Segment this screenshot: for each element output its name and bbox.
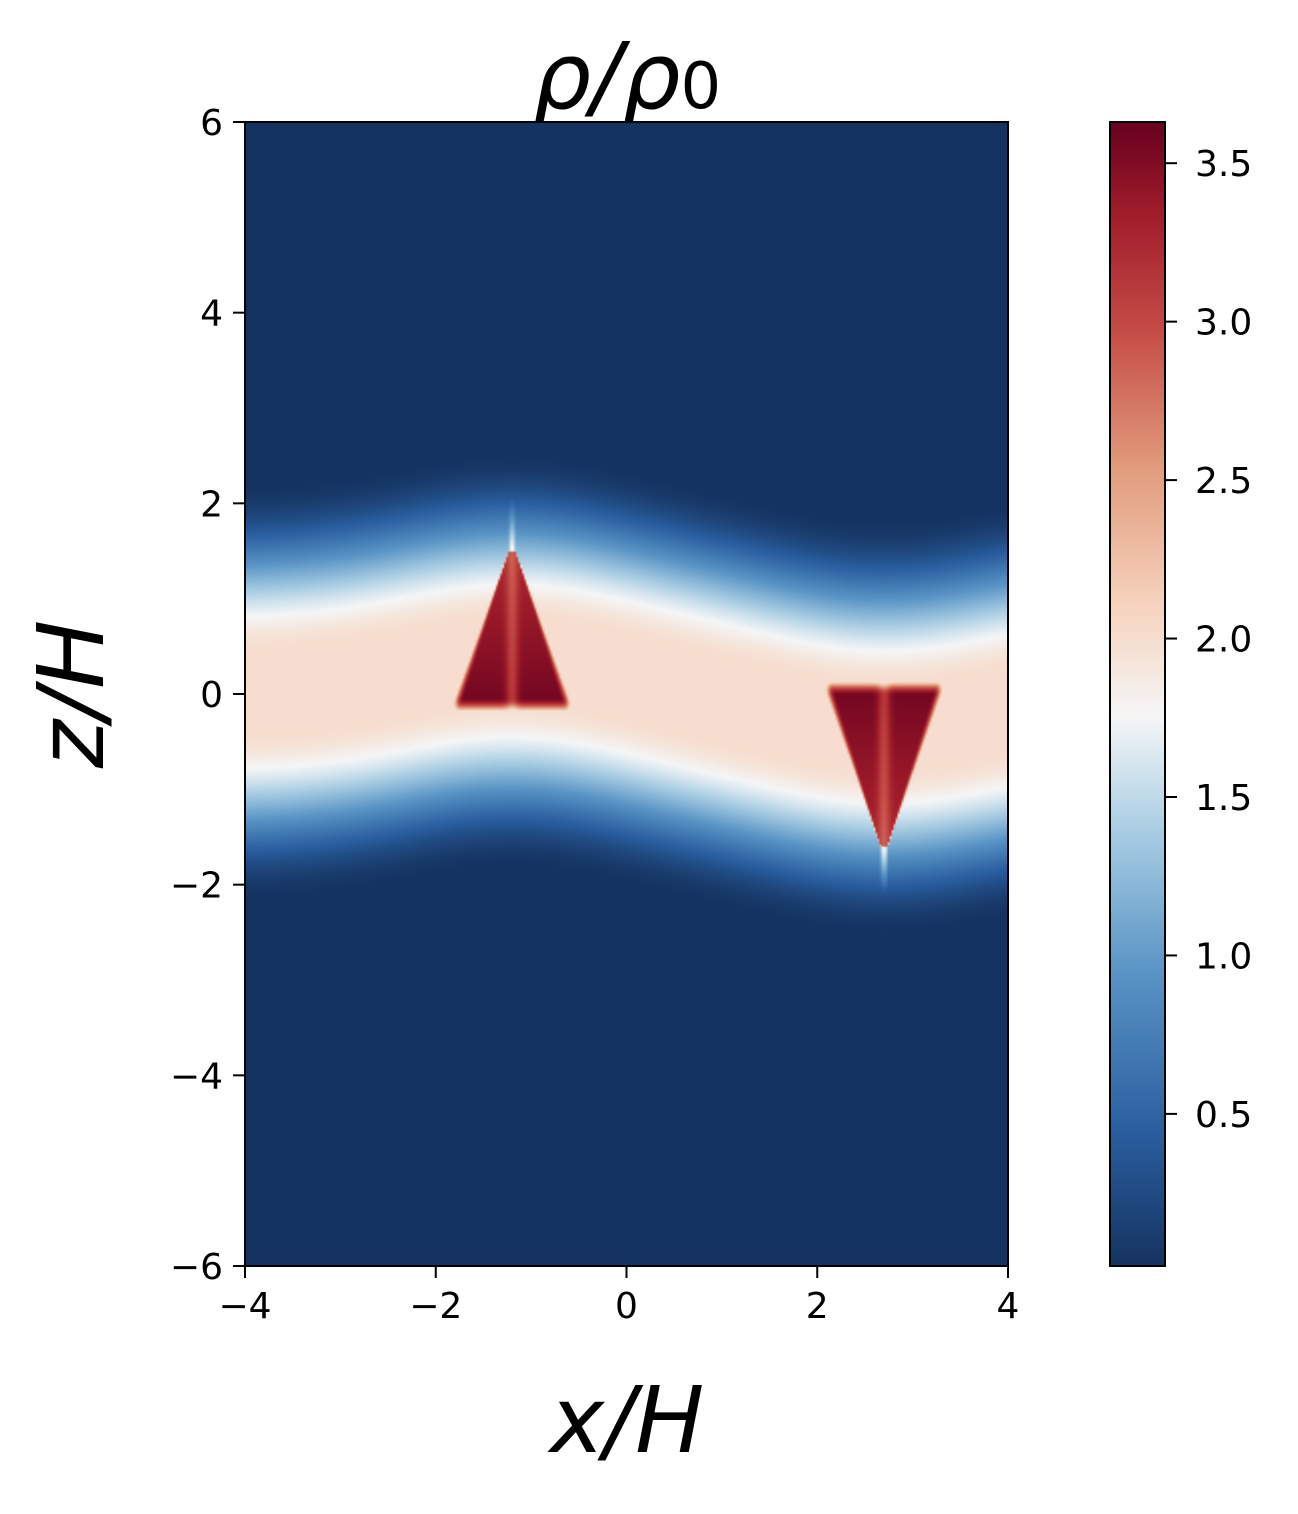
- x-tick-label: −2: [409, 1286, 462, 1327]
- chart-title-main: ρ/ρ: [533, 23, 681, 130]
- chart-title-subscript: 0: [681, 50, 722, 124]
- y-tick-label: 4: [200, 294, 223, 335]
- colorbar-tick-label: 3.5: [1195, 144, 1252, 185]
- colorbar-tick-label: 0.5: [1195, 1095, 1252, 1136]
- y-tick-label: −4: [170, 1056, 223, 1097]
- y-tick-label: 0: [200, 675, 223, 716]
- colorbar-tick-label: 1.5: [1195, 778, 1252, 819]
- x-tick-label: 0: [615, 1286, 638, 1327]
- colorbar-tick-label: 2.0: [1195, 620, 1252, 661]
- density-heatmap: [245, 122, 1008, 1266]
- colorbar-ticks: 0.5 1.0 1.5 2.0 2.5 3.0 3.5: [1165, 144, 1252, 1136]
- y-axis-title: z/H: [18, 620, 125, 769]
- y-tick-label: 6: [200, 103, 223, 144]
- x-axis-ticks: −4 −2 0 2 4: [218, 1266, 1019, 1327]
- colorbar-tick-label: 1.0: [1195, 936, 1252, 977]
- y-tick-label: −6: [170, 1247, 223, 1288]
- colorbar-tick-label: 3.0: [1195, 303, 1252, 344]
- y-axis-ticks: −6 −4 −2 0 2 4 6: [170, 103, 245, 1288]
- x-tick-label: 2: [806, 1286, 829, 1327]
- colorbar-tick-label: 2.5: [1195, 461, 1252, 502]
- chart-title: ρ/ρ0: [533, 23, 722, 130]
- x-axis-title: x/H: [547, 1367, 705, 1474]
- colorbar: [1109, 121, 1166, 1267]
- x-tick-label: −4: [218, 1286, 271, 1327]
- x-tick-label: 4: [997, 1286, 1020, 1327]
- y-tick-label: −2: [170, 866, 223, 907]
- y-tick-label: 2: [200, 484, 223, 525]
